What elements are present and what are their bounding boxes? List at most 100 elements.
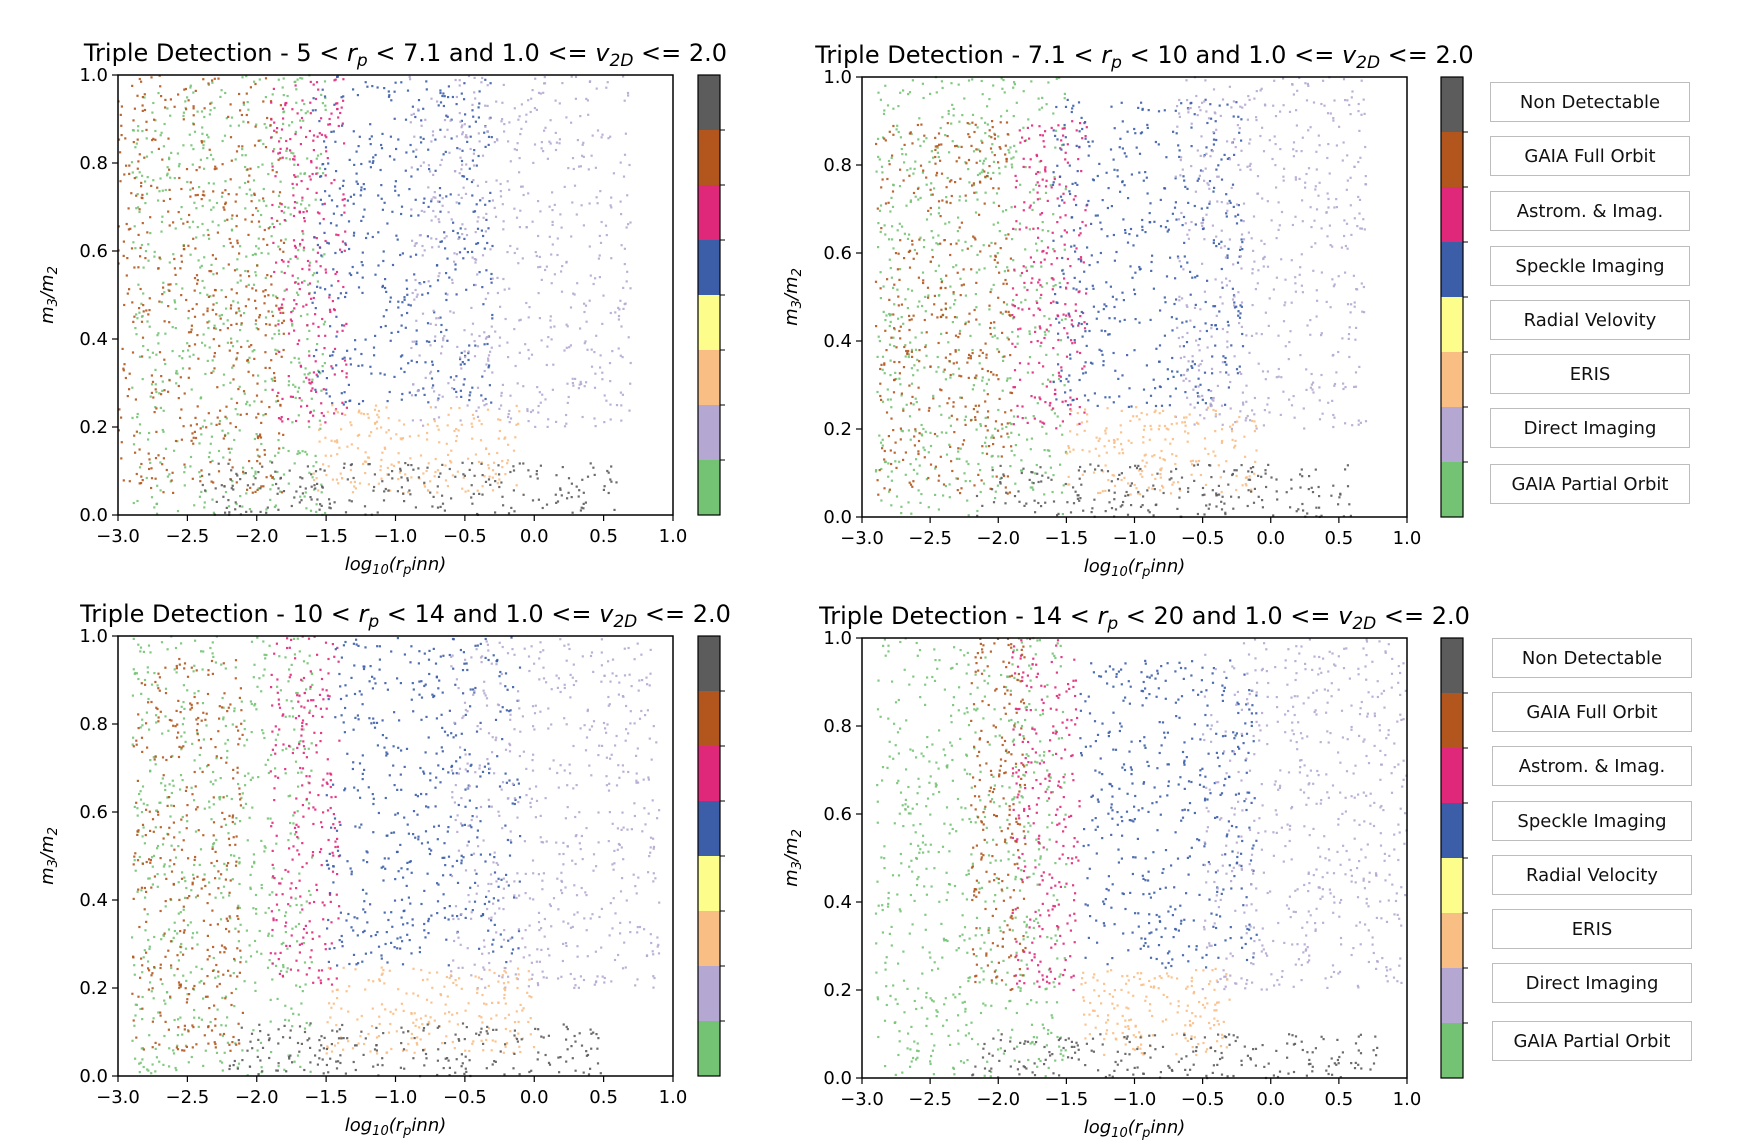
scatter-point xyxy=(1001,332,1003,334)
scatter-point xyxy=(935,145,937,147)
scatter-point xyxy=(369,138,371,140)
scatter-point xyxy=(958,375,960,377)
scatter-point xyxy=(210,109,212,111)
scatter-point xyxy=(1304,182,1306,184)
scatter-point xyxy=(245,403,247,405)
scatter-point xyxy=(599,190,601,192)
scatter-point xyxy=(344,296,346,298)
scatter-point xyxy=(446,129,448,131)
scatter-point xyxy=(303,173,305,175)
scatter-point xyxy=(937,152,939,154)
scatter-point xyxy=(606,234,608,236)
scatter-point xyxy=(1361,282,1363,284)
scatter-point xyxy=(142,222,144,224)
scatter-point xyxy=(464,228,466,230)
scatter-point xyxy=(293,496,295,498)
scatter-point xyxy=(1019,362,1021,364)
x-tick-label: −2.5 xyxy=(166,526,210,547)
scatter-point xyxy=(490,82,492,84)
scatter-point xyxy=(988,379,990,381)
scatter-point xyxy=(911,240,913,242)
scatter-point xyxy=(135,333,137,335)
scatter-point xyxy=(428,206,430,208)
scatter-point xyxy=(239,274,241,276)
scatter-point xyxy=(411,360,413,362)
scatter-point xyxy=(446,340,448,342)
scatter-point xyxy=(497,292,499,294)
scatter-point xyxy=(999,148,1001,150)
scatter-point xyxy=(182,367,184,369)
scatter-point xyxy=(1171,316,1173,318)
scatter-point xyxy=(956,362,958,364)
scatter-point xyxy=(883,487,885,489)
scatter-point xyxy=(195,437,197,439)
scatter-point xyxy=(1121,292,1123,294)
scatter-point xyxy=(133,435,135,437)
scatter-point xyxy=(352,491,354,493)
scatter-point xyxy=(1081,323,1083,325)
scatter-point xyxy=(1153,221,1155,223)
scatter-point xyxy=(934,468,936,470)
scatter-point xyxy=(214,289,216,291)
scatter-point xyxy=(159,85,161,87)
scatter-point xyxy=(353,203,355,205)
scatter-point xyxy=(587,114,589,116)
scatter-point xyxy=(240,314,242,316)
scatter-point xyxy=(1024,286,1026,288)
scatter-point xyxy=(893,361,895,363)
scatter-point xyxy=(1100,252,1102,254)
scatter-point xyxy=(487,84,489,86)
scatter-point xyxy=(1192,355,1194,357)
scatter-point xyxy=(121,105,123,107)
scatter-point xyxy=(497,464,499,466)
scatter-point xyxy=(1023,166,1025,168)
scatter-point xyxy=(236,340,238,342)
scatter-point xyxy=(1038,125,1040,127)
scatter-point xyxy=(893,391,895,393)
scatter-point xyxy=(572,385,574,387)
scatter-point xyxy=(177,152,179,154)
scatter-point xyxy=(1332,354,1334,356)
scatter-point xyxy=(288,375,290,377)
scatter-point xyxy=(1079,122,1081,124)
scatter-point xyxy=(947,177,949,179)
scatter-point xyxy=(175,283,177,285)
scatter-point xyxy=(565,261,567,263)
scatter-point xyxy=(1241,238,1243,240)
scatter-point xyxy=(882,369,884,371)
scatter-point xyxy=(908,356,910,358)
scatter-point xyxy=(996,192,998,194)
scatter-point xyxy=(471,181,473,183)
scatter-point xyxy=(1233,206,1235,208)
scatter-point xyxy=(1061,319,1063,321)
scatter-point xyxy=(555,421,557,423)
scatter-point xyxy=(474,475,476,477)
scatter-point xyxy=(984,176,986,178)
scatter-point xyxy=(502,384,504,386)
scatter-point xyxy=(990,178,992,180)
scatter-point xyxy=(274,471,276,473)
scatter-point xyxy=(344,414,346,416)
scatter-point xyxy=(442,337,444,339)
scatter-point xyxy=(931,249,933,251)
scatter-point xyxy=(950,123,952,125)
scatter-point xyxy=(1052,112,1054,114)
scatter-point xyxy=(1143,389,1145,391)
scatter-point xyxy=(620,420,622,422)
scatter-point xyxy=(230,338,232,340)
scatter-point xyxy=(165,448,167,450)
scatter-point xyxy=(892,134,894,136)
scatter-point xyxy=(350,274,352,276)
scatter-point xyxy=(949,180,951,182)
scatter-point xyxy=(299,120,301,122)
scatter-point xyxy=(1315,151,1317,153)
scatter-point xyxy=(290,213,292,215)
scatter-point xyxy=(119,180,121,182)
scatter-point xyxy=(151,496,153,498)
scatter-point xyxy=(1067,99,1069,101)
scatter-point xyxy=(427,235,429,237)
scatter-point xyxy=(932,237,934,239)
scatter-point xyxy=(1007,475,1009,477)
scatter-point xyxy=(945,378,947,380)
scatter-point xyxy=(1348,338,1350,340)
